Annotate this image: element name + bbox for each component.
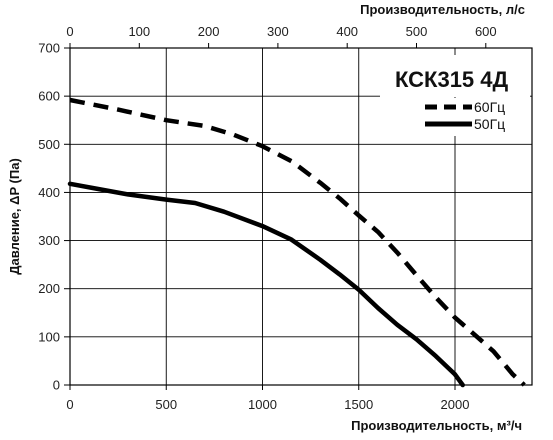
y-tick-label: 500	[38, 137, 60, 152]
y-tick-label: 100	[38, 329, 60, 344]
legend-label-50hz: 50Гц	[474, 116, 505, 132]
x2-tick-label: 600	[475, 24, 497, 39]
x-axis-title: Производительность, м³/ч	[351, 418, 522, 433]
x2-tick-label: 400	[336, 24, 358, 39]
legend: 60Гц 50Гц	[420, 98, 528, 136]
x-tick-label: 1000	[248, 397, 277, 412]
legend-label-60hz: 60Гц	[474, 99, 505, 115]
y-tick-label: 300	[38, 233, 60, 248]
x2-tick-label: 100	[128, 24, 150, 39]
x-tick-label: 0	[66, 397, 73, 412]
series-layer	[67, 97, 526, 388]
plot-frame	[69, 47, 533, 386]
y-tick-label: 400	[38, 185, 60, 200]
y-tick-label: 200	[38, 281, 60, 296]
legend-box	[420, 98, 528, 136]
x2-tick-label: 500	[406, 24, 428, 39]
title-box	[380, 55, 530, 97]
y-tick-label: 600	[38, 89, 60, 104]
chart-title: КСК315 4Д	[395, 67, 509, 92]
series-line-50hz	[67, 181, 465, 388]
x2-tick-label: 300	[267, 24, 289, 39]
series-line-60hz	[69, 97, 526, 387]
x2-tick-label: 200	[198, 24, 220, 39]
ticks-layer: 0 100 200 300 400 500 600 700 0 500 1000 1500 2000 0 1…	[38, 24, 496, 412]
y-tick-label: 700	[38, 41, 60, 56]
top-axis-title: Производительность, л/с	[360, 2, 525, 17]
x-tick-label: 1500	[344, 397, 373, 412]
grid-lines	[69, 47, 532, 386]
x-tick-label: 2000	[441, 397, 470, 412]
x-tick-label: 500	[155, 397, 177, 412]
x2-tick-label: 0	[66, 24, 73, 39]
y-axis-title: Давление, ΔP (Па)	[7, 158, 22, 275]
y-tick-label: 0	[53, 378, 60, 393]
